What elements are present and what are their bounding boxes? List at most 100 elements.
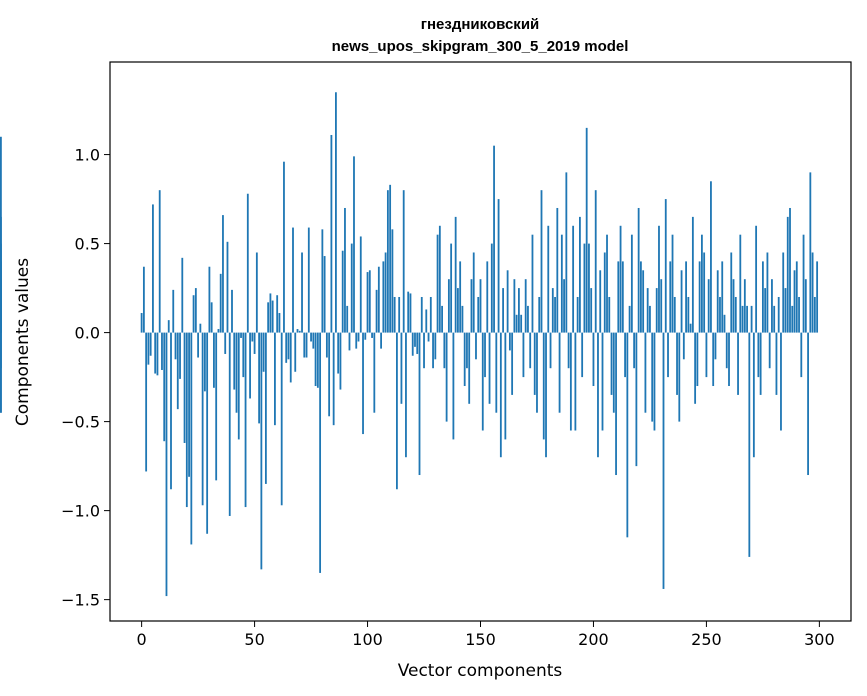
- bar-292: [800, 332, 803, 378]
- bar-66: [289, 332, 292, 383]
- bar-3: [147, 332, 150, 365]
- bar-28: [203, 332, 206, 392]
- bar-287: [789, 207, 791, 333]
- bar-undefined: [0, 216, 2, 333]
- bar-171: [527, 305, 529, 333]
- bar-265: [739, 234, 742, 333]
- bar-270: [750, 305, 753, 333]
- bar-120: [411, 332, 414, 356]
- chart-title: гнездниковский: [421, 16, 540, 33]
- bar-73: [305, 332, 308, 358]
- bar-162: [506, 270, 509, 333]
- bar-22: [190, 332, 193, 545]
- bar-12: [167, 320, 170, 333]
- bar-145: [468, 332, 471, 404]
- bar-13: [170, 332, 172, 490]
- bar-236: [673, 296, 676, 333]
- bar-240: [682, 332, 685, 360]
- bar-155: [490, 243, 493, 333]
- bar-235: [671, 234, 674, 333]
- bar-25: [197, 332, 200, 358]
- bar-239: [680, 270, 683, 333]
- bar-65: [287, 332, 290, 360]
- bar-283: [780, 332, 782, 431]
- bar-132: [438, 225, 441, 333]
- bar-296: [809, 172, 812, 333]
- x-tick-label: 200: [578, 630, 609, 649]
- bar-184: [556, 207, 559, 333]
- bar-193: [576, 296, 579, 333]
- bar-257: [721, 261, 724, 333]
- bar-142: [461, 305, 464, 333]
- bar-183: [554, 296, 556, 333]
- bar-93: [350, 243, 353, 333]
- bar-127: [427, 332, 430, 342]
- bar-263: [734, 296, 737, 333]
- x-tick-label: 300: [804, 630, 835, 649]
- bar-201: [594, 190, 597, 333]
- bar-279: [771, 279, 773, 333]
- bar-203: [599, 270, 602, 333]
- x-tick-label: 100: [352, 630, 383, 649]
- y-tick-label: 0.5: [75, 235, 100, 254]
- bar-126: [425, 309, 428, 333]
- bar-23: [192, 295, 195, 333]
- bar-277: [766, 252, 769, 333]
- bar-242: [687, 296, 690, 333]
- bar-199: [590, 288, 593, 333]
- bar-243: [689, 323, 692, 333]
- bar-70: [298, 330, 301, 333]
- bar-86: [335, 92, 337, 333]
- bar-97: [359, 236, 362, 333]
- bar-16: [176, 332, 179, 410]
- bar-290: [795, 261, 798, 333]
- bar-180: [547, 225, 550, 333]
- bar-218: [633, 332, 636, 369]
- bar-109: [386, 190, 389, 333]
- bar-98: [362, 332, 364, 435]
- y-tick-label: −1.5: [61, 591, 100, 610]
- bar-161: [504, 332, 507, 440]
- bar-237: [676, 332, 678, 395]
- bar-47: [246, 193, 249, 333]
- bar-69: [296, 329, 299, 333]
- bar-105: [377, 266, 380, 333]
- bar-233: [667, 332, 669, 378]
- bar-254: [714, 332, 717, 360]
- bar-196: [583, 243, 586, 333]
- bar-146: [470, 279, 473, 333]
- bar-164: [511, 332, 514, 395]
- bar-204: [601, 332, 604, 431]
- bar-189: [567, 332, 570, 369]
- bars-group: [0, 92, 819, 597]
- bar-185: [558, 332, 561, 413]
- plot-frame: [109, 61, 852, 622]
- bar-252: [710, 181, 712, 333]
- bar-115: [400, 332, 403, 404]
- bar-268: [746, 305, 748, 333]
- bar-81: [323, 256, 326, 333]
- bar-192: [574, 332, 577, 431]
- bar-140: [457, 288, 459, 333]
- bar-129: [432, 332, 434, 369]
- bar-114: [398, 296, 401, 333]
- bar-211: [617, 261, 620, 333]
- bar-230: [660, 279, 663, 333]
- bar-151: [481, 332, 484, 431]
- bar-176: [538, 296, 541, 333]
- bar-137: [450, 243, 453, 333]
- bar-77: [314, 332, 317, 387]
- bar-264: [737, 332, 739, 395]
- bar-194: [579, 216, 581, 333]
- bar-61: [278, 313, 281, 333]
- bar-88: [339, 332, 342, 390]
- x-tick-label: 50: [244, 630, 264, 649]
- bar-281: [775, 332, 778, 395]
- bar-256: [719, 296, 721, 333]
- bar-50: [253, 332, 256, 354]
- bar-195: [581, 332, 584, 378]
- bar-35: [219, 273, 222, 333]
- bar-175: [536, 332, 538, 413]
- bar-295: [807, 332, 809, 476]
- bar-169: [522, 332, 525, 378]
